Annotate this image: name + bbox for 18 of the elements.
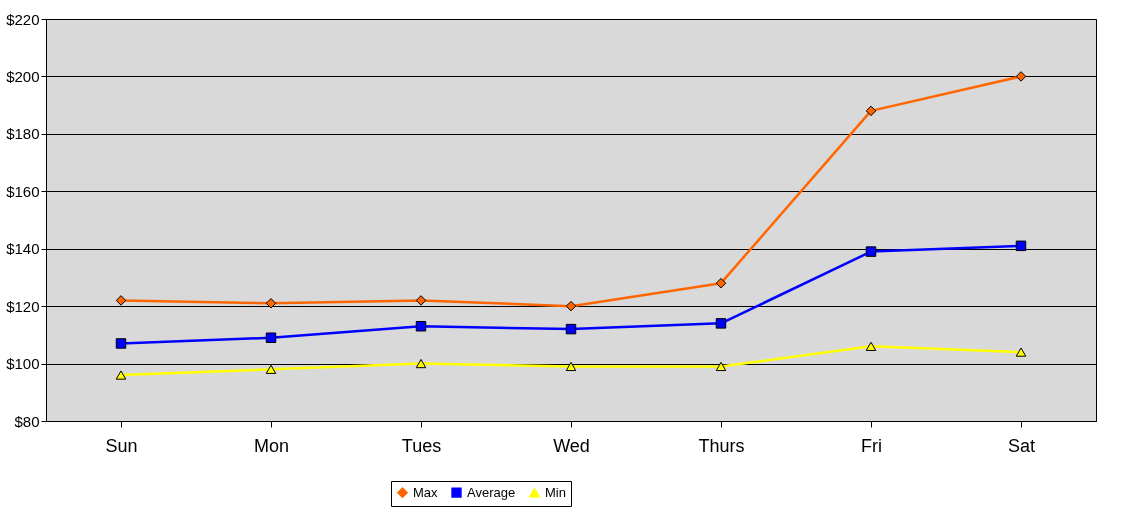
y-tick-label: $180 [6,125,40,143]
x-tick-label: Sun [105,435,138,456]
y-tick-label: $200 [6,67,40,85]
legend-label: Max [413,484,439,500]
x-tick-label: Wed [553,435,590,456]
y-tick-label: $220 [6,10,40,28]
legend-label: Average [467,484,516,500]
y-tick-label: $160 [6,182,40,200]
x-tick-label: Sat [1007,435,1036,456]
y-tick-label: $100 [6,355,40,373]
x-tick-label: Fri [861,435,882,456]
x-tick-label: Mon [253,435,290,456]
y-tick-label: $140 [6,240,40,258]
x-tick-label: Thurs [698,435,745,456]
y-tick-label: $80 [14,412,40,430]
legend-label: Min [545,484,566,500]
y-tick-label: $120 [6,297,40,315]
x-tick-label: Tues [401,435,442,456]
